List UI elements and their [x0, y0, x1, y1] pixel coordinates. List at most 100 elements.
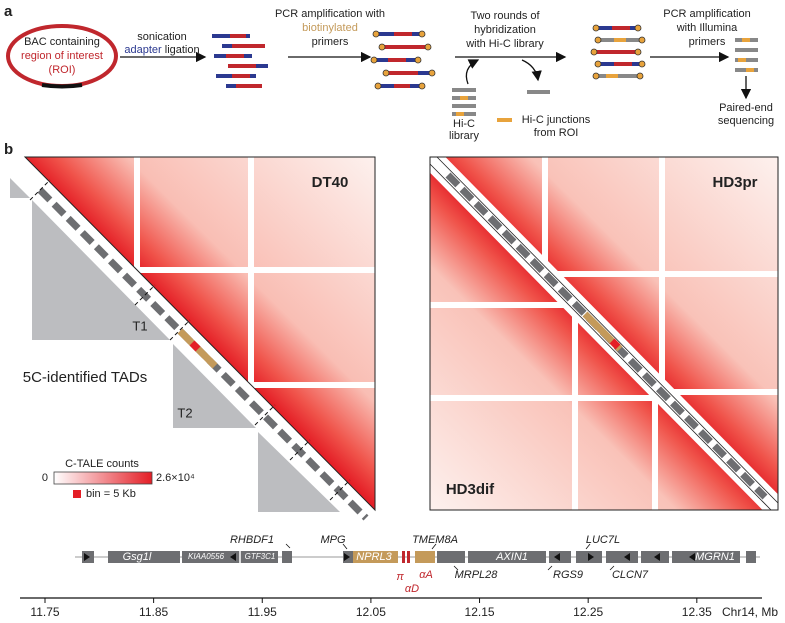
gene-label: TMEM8A — [412, 534, 458, 546]
biotin-fragments-part-part — [418, 30, 426, 38]
legend-bar — [53, 471, 153, 498]
gene-track-part-part — [230, 553, 236, 561]
gene-track-part — [402, 551, 410, 563]
biotin-fragments-part-part — [382, 69, 390, 77]
diagonal-strip-part-part — [29, 179, 51, 201]
gene-track-part-part — [689, 553, 695, 561]
biotin-fragments-part-part — [424, 43, 432, 51]
biotin-fragments-part-part — [374, 82, 382, 90]
output-text: sequencing — [718, 115, 774, 127]
tick-label: 12.05 — [356, 605, 386, 619]
step-text: with Illumina — [676, 22, 738, 34]
captured-fragments-part — [590, 24, 646, 80]
genome-axis: 11.75 11.85 11.95 12.05 12.15 12.25 12.35 Chr14… — [20, 597, 778, 619]
diagonal-strip-part-part — [329, 479, 351, 501]
tick-label: 11.75 — [30, 605, 59, 619]
gene-track-part-part — [654, 553, 660, 561]
legend-min: 0 — [42, 472, 48, 484]
gene-label: Gsg1l — [123, 551, 152, 563]
tick-label: 11.95 — [248, 605, 277, 619]
gene-label: GTF3C1 — [245, 552, 276, 561]
gene-track-part-part — [468, 551, 546, 563]
map-title: HD3pr — [712, 174, 757, 191]
diagonal-strip-part-part — [254, 404, 276, 426]
gene-label: KIAA0556 — [188, 552, 225, 561]
map-title: DT40 — [312, 174, 349, 191]
gene-track-part — [84, 553, 695, 561]
diagonal-strip — [12, 162, 378, 531]
gene-track-part-part — [431, 543, 437, 550]
captured-fragments-part-part — [636, 72, 644, 80]
gene-track-part-part — [285, 543, 291, 549]
biotin-fragments-part-part — [428, 69, 436, 77]
gene-track-part-part — [344, 553, 350, 561]
bac-text: region of interest — [21, 50, 103, 62]
gene-track-part-part — [585, 543, 591, 550]
legend-text: Hi-C junctions — [522, 114, 591, 126]
gene-track — [75, 543, 760, 571]
gene-track-part-part — [353, 551, 398, 563]
gene-track-part-part — [746, 551, 756, 563]
gene-track-part-part — [342, 543, 348, 550]
step-text: primers — [689, 36, 726, 48]
captured-fragments-part-part — [634, 24, 642, 32]
gene-track-part-part — [624, 553, 630, 561]
biotin-fragments-part-part — [418, 82, 426, 90]
gene-track-part — [353, 551, 435, 563]
heatmap-hd3-part — [430, 157, 778, 510]
diagonal-strip-part-part — [134, 284, 156, 306]
step-text: primers — [312, 36, 349, 48]
gene-track-part — [285, 543, 615, 571]
gene-track-part-part — [415, 551, 435, 563]
captured-fragments-part-part — [634, 48, 642, 56]
gene-label: RGS9 — [553, 569, 583, 581]
tad-triangles-part — [10, 178, 30, 198]
step-text: sonication — [137, 31, 187, 43]
hic-library — [452, 88, 476, 116]
tads-label: 5C-identified TADs — [23, 369, 148, 386]
step-text: adapter ligation — [124, 44, 199, 56]
step-text: biotinylated — [302, 22, 358, 34]
gene-track-part-part — [453, 565, 459, 571]
captured-fragments-part-part — [592, 72, 600, 80]
gene-label: MRPL28 — [455, 569, 499, 581]
captured-fragments-part-part — [592, 24, 600, 32]
gene-label: LUC7L — [586, 534, 620, 546]
biotin-fragments — [370, 30, 436, 90]
diagonal-strip-part-part — [289, 439, 311, 461]
bac-text: (ROI) — [49, 64, 76, 76]
arrow — [465, 59, 480, 85]
diagonal-strip-part-part — [169, 319, 191, 341]
biotin-fragments-part-part — [378, 43, 386, 51]
tick-label: 11.85 — [139, 605, 168, 619]
step-text: Two rounds of — [470, 10, 540, 22]
diagonal-strip-part — [189, 340, 201, 352]
heatmap-hd3-part — [436, 156, 779, 504]
library-text: library — [449, 130, 479, 142]
captured-fragments — [590, 24, 646, 80]
gene-track-part-part — [407, 551, 410, 563]
gene-label: αD — [405, 583, 419, 595]
gene-track-part-part — [437, 551, 465, 563]
panel-label: b — [4, 141, 13, 158]
gene-track-part-part — [672, 551, 740, 563]
gene-track-part-part — [108, 551, 180, 563]
heatmap-hd3-part — [429, 156, 779, 511]
heatmap-hd3-part — [429, 163, 772, 511]
captured-fragments-part-part — [638, 36, 646, 44]
legend-text: from ROI — [534, 127, 579, 139]
tick-label: 12.15 — [465, 605, 495, 619]
axis-unit: Chr14, Mb — [722, 605, 778, 619]
gene-label: MPG — [320, 534, 346, 546]
biotin-fragments-part-part — [414, 56, 422, 64]
fragments — [212, 34, 268, 88]
tad-triangles-part — [258, 432, 340, 512]
gene-label: RHBDF1 — [230, 534, 274, 546]
legend-title: C-TALE counts — [65, 458, 139, 470]
arrow — [521, 59, 542, 82]
tad-label: T1 — [132, 318, 147, 333]
gene-track-part-part — [84, 553, 90, 561]
step-text: PCR amplification with — [275, 8, 385, 20]
panel-label: a — [4, 3, 13, 20]
heatmap-dt40-part — [23, 156, 376, 512]
